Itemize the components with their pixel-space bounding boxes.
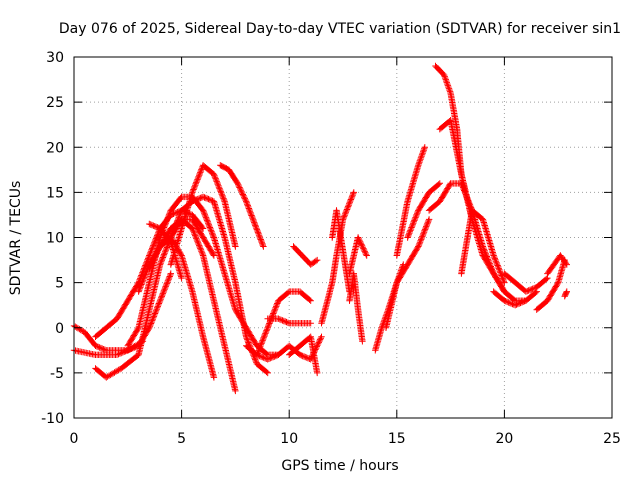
y-tick-label: 30 xyxy=(46,50,64,66)
data-points xyxy=(346,270,366,345)
series-trace-19 xyxy=(346,234,370,277)
data-points xyxy=(382,216,433,331)
series-trace-18 xyxy=(329,207,353,295)
series-trace-11 xyxy=(146,220,185,282)
data-points xyxy=(404,180,443,241)
y-tick-label: 0 xyxy=(55,321,64,337)
axis-ticks: 0 5 10 15 20 25 -10 -5 0 5 10 15 20 25 30 xyxy=(41,50,621,447)
series-trace-20 xyxy=(346,270,366,345)
y-tick-label: -5 xyxy=(50,366,64,382)
data-points xyxy=(544,252,570,277)
data-points xyxy=(425,180,530,304)
data-points xyxy=(458,207,508,286)
series-trace-29 xyxy=(490,288,540,309)
data-points xyxy=(393,144,428,259)
data-points xyxy=(329,207,353,295)
series-trace-10 xyxy=(217,162,267,250)
data-points xyxy=(286,333,321,377)
data-points xyxy=(146,220,185,282)
series-trace-28 xyxy=(458,207,508,286)
series-trace-31 xyxy=(533,256,568,313)
y-tick-label: 25 xyxy=(46,95,64,111)
series-trace-27 xyxy=(425,180,530,304)
data-points xyxy=(264,315,314,327)
series-trace-09 xyxy=(167,162,239,268)
data-points xyxy=(561,288,570,300)
data-points xyxy=(290,243,321,268)
x-tick-label: 15 xyxy=(388,431,406,447)
x-tick-label: 25 xyxy=(603,431,621,447)
x-tick-label: 10 xyxy=(280,431,298,447)
data-points xyxy=(167,162,239,268)
data-points xyxy=(490,288,540,309)
data-points xyxy=(346,234,370,277)
series-trace-33 xyxy=(561,288,570,300)
series-trace-30 xyxy=(501,270,551,295)
y-tick-label: 5 xyxy=(55,276,64,292)
series-trace-24 xyxy=(404,180,443,241)
data-points xyxy=(217,162,267,250)
series-trace-15 xyxy=(286,333,321,377)
series-trace-13 xyxy=(264,315,314,327)
data-layer xyxy=(70,62,570,395)
y-tick-label: 15 xyxy=(46,185,64,201)
data-points xyxy=(533,256,568,313)
data-points xyxy=(501,270,551,295)
y-tick-label: 20 xyxy=(46,140,64,156)
x-tick-label: 0 xyxy=(70,431,79,447)
x-tick-label: 5 xyxy=(177,431,186,447)
y-tick-label: 10 xyxy=(46,231,64,247)
y-axis-label: SDTVAR / TECUs xyxy=(8,181,24,296)
series-trace-32 xyxy=(544,252,570,277)
x-axis-label: GPS time / hours xyxy=(281,458,398,474)
chart-title: Day 076 of 2025, Sidereal Day-to-day VTE… xyxy=(59,21,621,37)
series-trace-23 xyxy=(393,144,428,259)
x-tick-label: 20 xyxy=(495,431,513,447)
series-trace-16 xyxy=(290,243,321,268)
y-tick-label: -10 xyxy=(41,411,64,427)
series-trace-22 xyxy=(382,216,433,331)
